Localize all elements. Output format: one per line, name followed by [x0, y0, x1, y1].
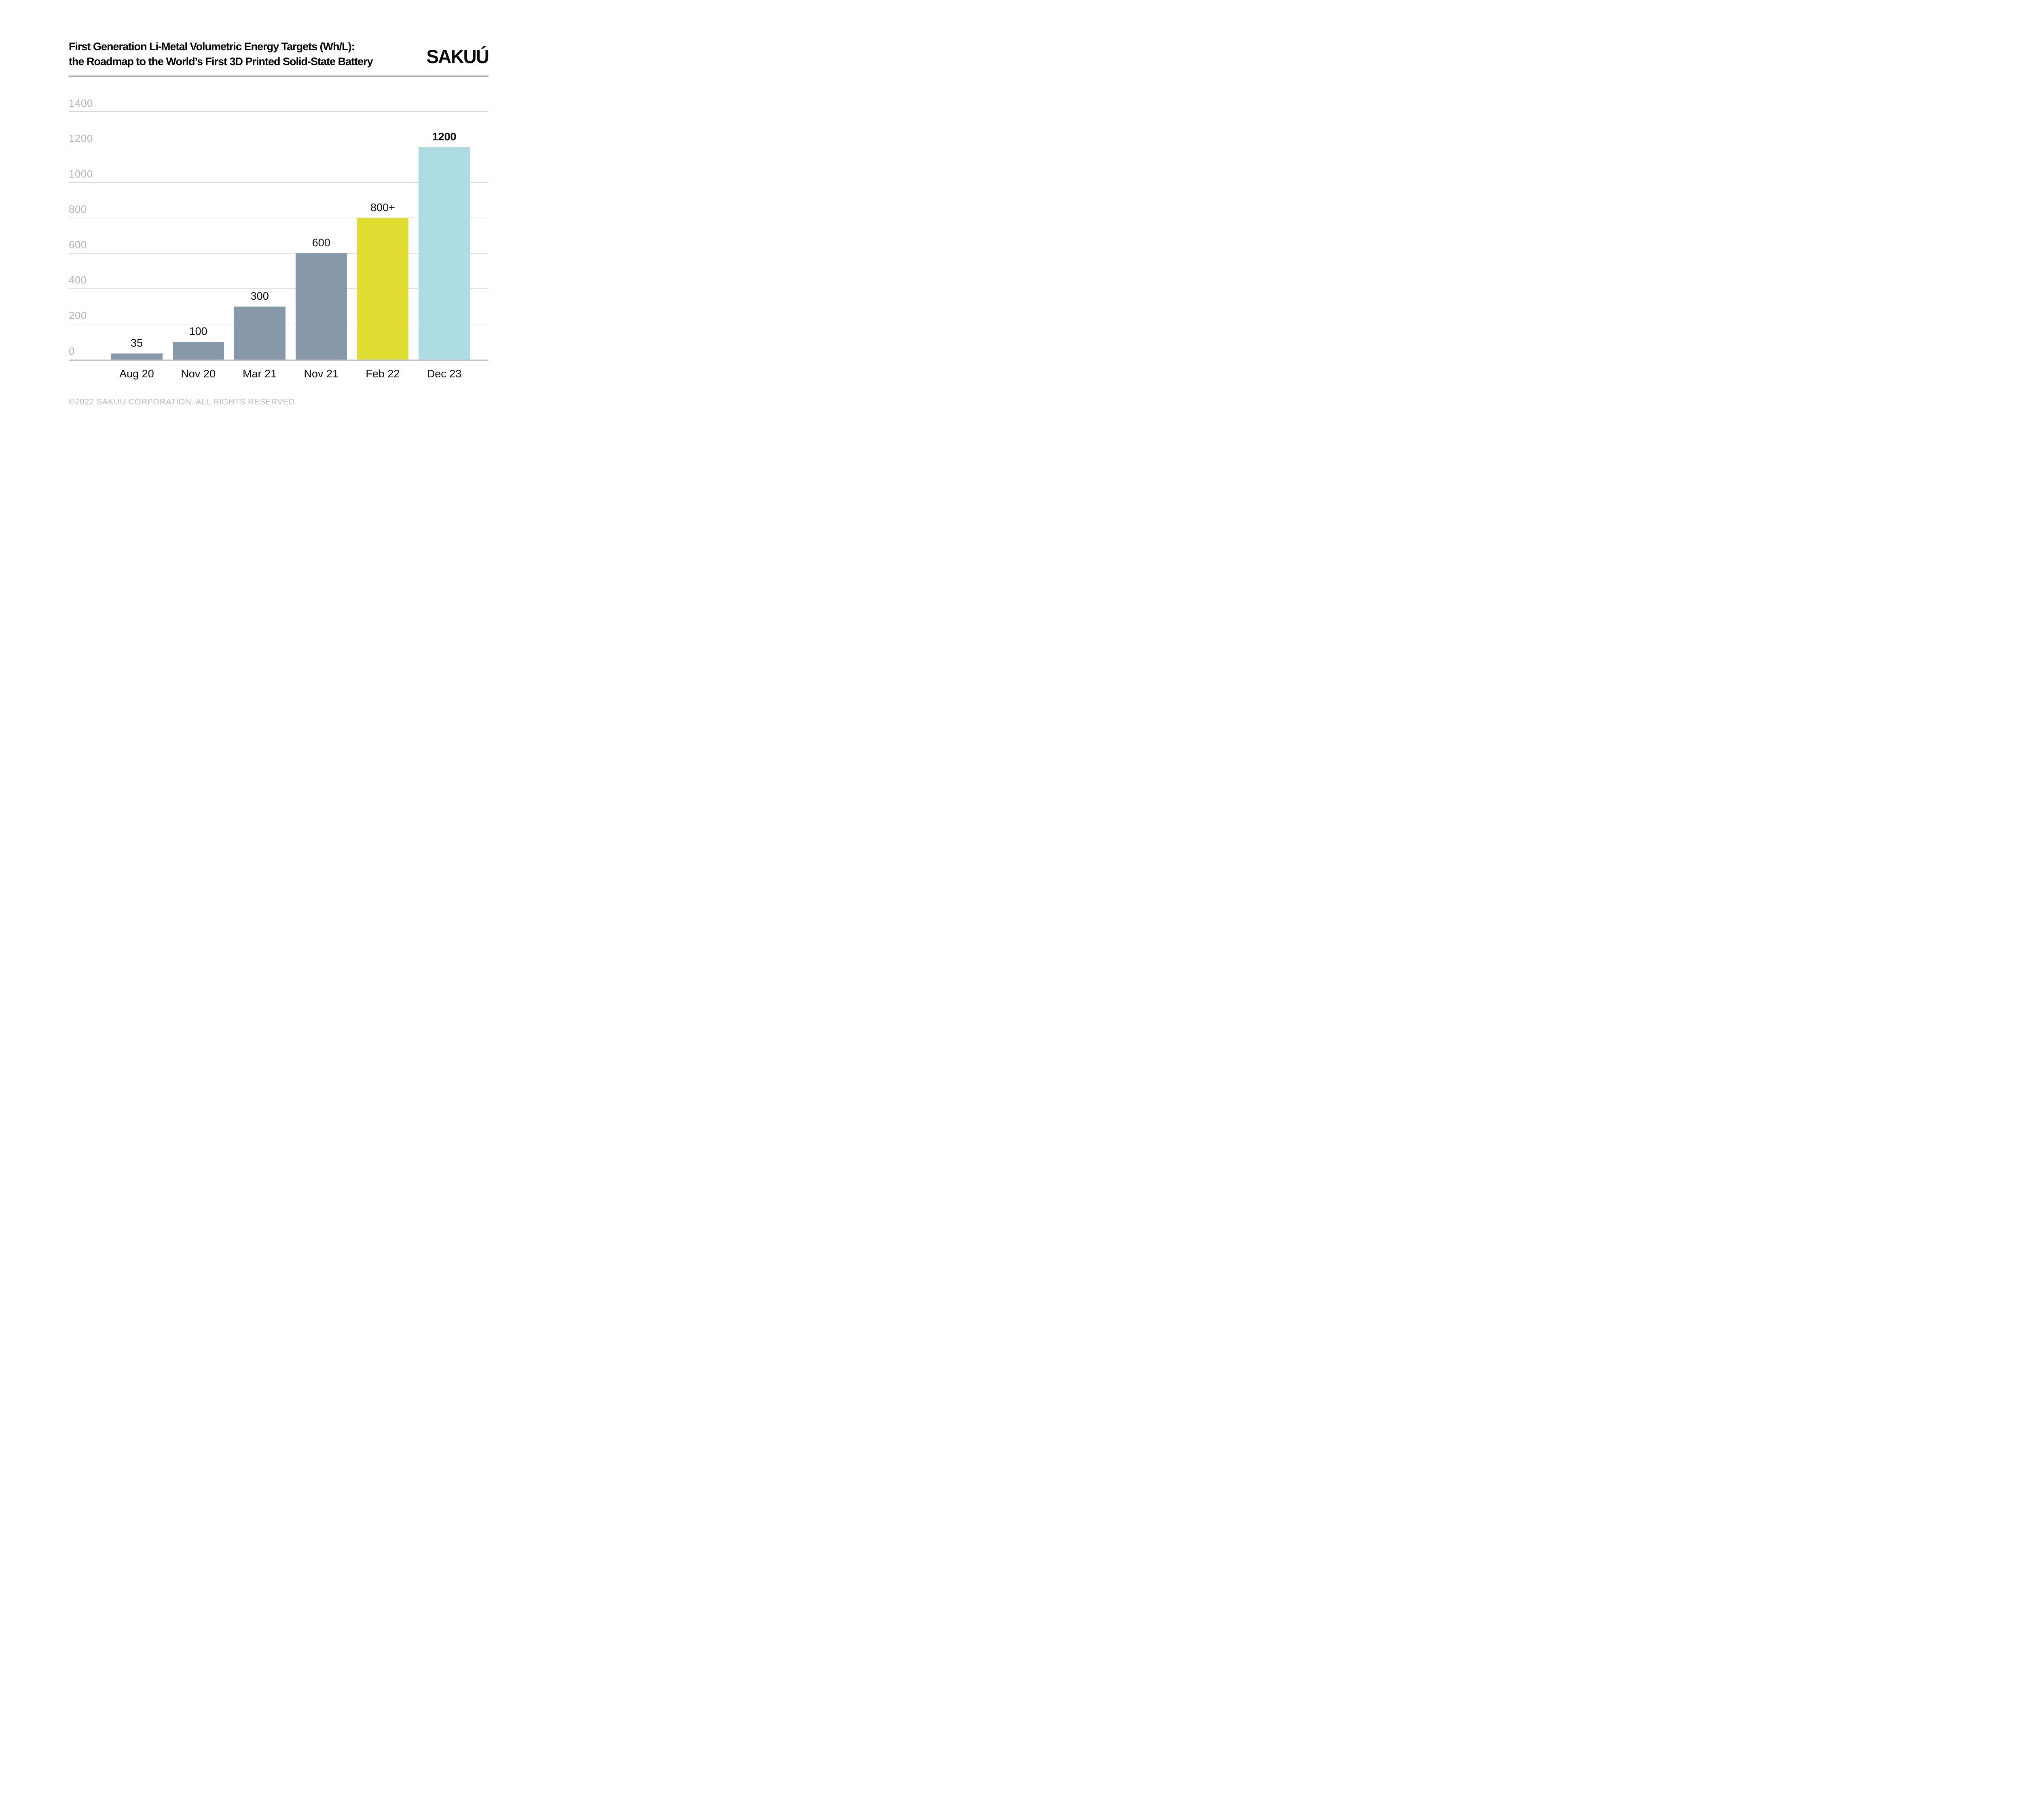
bar-chart: 0 200 400 600 800 1000 1200 1400 35 Aug 20 100 Nov … — [0, 0, 556, 455]
bar-feb-22 — [357, 218, 408, 360]
y-axis-tick-label: 0 — [69, 345, 75, 357]
bar-value-label: 300 — [250, 290, 269, 302]
y-axis-tick-label: 600 — [69, 238, 87, 251]
bar-dec-23 — [419, 147, 470, 360]
gridline — [69, 182, 489, 183]
gridline — [69, 146, 489, 148]
chart-title-line-1: First Generation Li-Metal Volumetric Ene… — [69, 40, 355, 53]
gridline — [69, 288, 489, 289]
y-axis-tick-label: 200 — [69, 309, 87, 322]
x-axis-category-label: Mar 21 — [243, 368, 277, 380]
x-axis-category-label: Aug 20 — [119, 368, 154, 380]
bar-value-label: 800+ — [370, 201, 395, 214]
bar-value-label: 600 — [312, 237, 330, 249]
x-axis-category-label: Feb 22 — [366, 368, 400, 380]
copyright-text: ©2022 SAKUU CORPORATION. ALL RIGHTS RESE… — [69, 397, 297, 406]
bar-nov-20 — [172, 342, 224, 360]
sakuu-logo: SAKUÚ — [426, 45, 489, 67]
y-axis-tick-label: 1400 — [69, 97, 93, 109]
bar-value-label: 1200 — [432, 130, 457, 143]
x-axis-baseline — [69, 360, 489, 361]
y-axis-tick-label: 1200 — [69, 132, 93, 145]
y-axis-tick-label: 400 — [69, 274, 87, 286]
chart-title: First Generation Li-Metal Volumetric Ene… — [69, 39, 373, 69]
y-axis-tick-label: 800 — [69, 203, 87, 216]
bar-mar-21 — [234, 306, 286, 360]
x-axis-category-label: Nov 20 — [181, 368, 216, 380]
gridline — [69, 253, 489, 254]
chart-title-line-2: the Roadmap to the World’s First 3D Prin… — [69, 55, 373, 68]
bar-value-label: 35 — [130, 336, 143, 349]
gridline — [69, 111, 489, 112]
bar-value-label: 100 — [189, 325, 207, 338]
y-axis-tick-label: 1000 — [69, 167, 93, 180]
bar-aug-20 — [111, 353, 163, 360]
chart-canvas: First Generation Li-Metal Volumetric Ene… — [0, 0, 556, 455]
x-axis-category-label: Nov 21 — [304, 368, 339, 380]
bar-nov-21 — [295, 253, 347, 360]
x-axis-category-label: Dec 23 — [427, 368, 462, 380]
